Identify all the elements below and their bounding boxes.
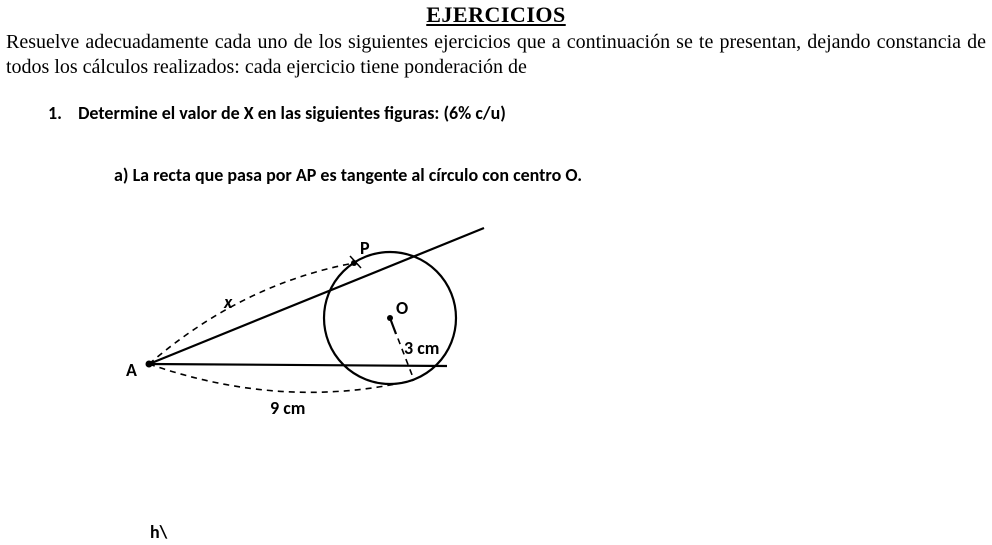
label-p: P [360,237,370,259]
figure-svg: P O A x 3 cm 9 cm [114,196,534,456]
intro-line-1: Resuelve adecuadamente cada uno de los s… [6,31,871,53]
label-o: O [396,297,408,319]
figure-1a: P O A x 3 cm 9 cm [114,196,534,456]
dash-9cm [149,364,414,392]
question-1a: a) La recta que pasa por AP es tangente … [114,164,986,186]
line-a-secant [149,364,447,366]
question-1-text: Determine el valor de X en las siguiente… [78,102,506,124]
label-9cm: 9 cm [270,397,305,419]
page: EJERCICIOS Resuelve adecuadamente cada u… [0,0,992,545]
label-a: A [126,359,137,381]
question-1: 1. Determine el valor de X en las siguie… [48,102,986,124]
intro-paragraph: Resuelve adecuadamente cada uno de los s… [6,30,986,80]
page-title: EJERCICIOS [6,2,986,28]
question-1-number: 1. [48,102,74,124]
label-3cm: 3 cm [404,337,439,359]
label-x: x [223,291,233,313]
o-tail [390,318,396,334]
label-hb: h\ [150,521,167,543]
